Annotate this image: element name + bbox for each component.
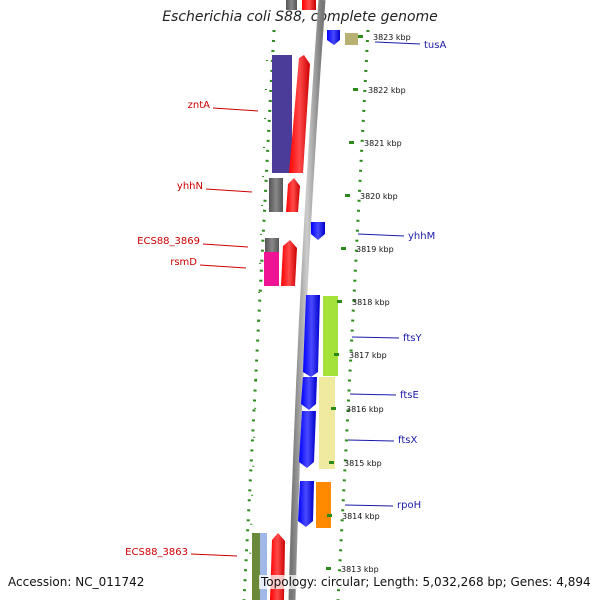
gene-label-ftsx[interactable]: ftsX: [398, 435, 417, 446]
gene-feature-grey: [269, 178, 283, 212]
tick-mark: [329, 461, 334, 464]
tick-mark: [326, 567, 331, 570]
gene-feature-red: [302, 0, 316, 10]
tick-label: 3815 kbp: [344, 459, 382, 468]
genome-backbone: [288, 0, 326, 600]
tick-mark: [358, 35, 363, 38]
tick-mark: [345, 194, 350, 197]
gene-label-ecs88_3869[interactable]: ECS88_3869: [137, 236, 200, 247]
gene-leader-line: [212, 107, 259, 112]
gene-feature-olive: [252, 533, 260, 600]
gene-leader-line: [190, 553, 238, 557]
gene-feature-light-blue: [260, 533, 267, 600]
tick-label: 3817 kbp: [349, 351, 387, 360]
gene-leader-line: [199, 264, 247, 269]
gene-feature-blue: [299, 411, 316, 468]
gene-leader-line: [351, 336, 400, 339]
tick-mark: [331, 407, 336, 410]
gene-feature-purple: [272, 55, 292, 173]
gc-dotted-line-left: [242, 29, 276, 600]
gene-feature-red: [286, 178, 300, 212]
tick-label: 3814 kbp: [342, 512, 380, 521]
gene-feature-khaki: [345, 33, 358, 45]
genome-summary-text: Topology: circular; Length: 5,032,268 bp…: [259, 575, 593, 589]
tick-mark: [337, 300, 342, 303]
gene-label-rpoh[interactable]: rpoH: [397, 500, 421, 511]
tick-label: 3818 kbp: [352, 298, 390, 307]
accession-text: Accession: NC_011742: [8, 575, 145, 589]
gene-label-ftse[interactable]: ftsE: [400, 390, 419, 401]
gene-feature-lime: [323, 296, 338, 376]
gene-label-tusa[interactable]: tusA: [424, 40, 446, 51]
gene-feature-blue: [298, 481, 314, 527]
gene-leader-line: [347, 439, 395, 442]
tick-mark: [327, 514, 332, 517]
tick-label: 3819 kbp: [356, 245, 394, 254]
gene-feature-grey: [265, 238, 279, 252]
gene-feature-pale-yellow: [319, 377, 335, 469]
tick-label: 3820 kbp: [360, 192, 398, 201]
gene-label-rsmd[interactable]: rsmD: [170, 257, 197, 268]
gene-label-yhhn[interactable]: yhhN: [177, 181, 203, 192]
gene-leader-line: [344, 504, 394, 507]
gene-label-yhhm[interactable]: yhhM: [408, 231, 435, 242]
tick-mark: [349, 141, 354, 144]
gene-leader-line: [349, 393, 397, 396]
tick-label: 3823 kbp: [373, 33, 411, 42]
gene-feature-grey: [286, 0, 297, 10]
gene-labels: tusA zntA yhhN yhhM ECS88_3869 rsmD ftsY ftsE ft…: [125, 40, 446, 558]
map-title: Escherichia coli S88, complete genome: [162, 9, 438, 25]
tick-label: 3816 kbp: [346, 405, 384, 414]
gene-label-znta[interactable]: zntA: [188, 100, 211, 111]
gene-feature-blue: [327, 30, 340, 45]
gene-leader-line: [357, 233, 405, 237]
gene-feature-magenta: [264, 252, 279, 286]
tick-label: 3822 kbp: [368, 86, 406, 95]
gene-feature-red: [270, 533, 285, 600]
tick-label: 3813 kbp: [341, 565, 379, 574]
gene-leader-line: [205, 188, 253, 193]
gene-feature-red: [281, 240, 297, 286]
tick-mark: [334, 353, 339, 356]
gene-feature-red: [289, 55, 310, 173]
gene-leader-line: [202, 243, 249, 248]
tick-mark: [341, 247, 346, 250]
tick-label: 3821 kbp: [364, 139, 402, 148]
gene-leader-line: [374, 41, 421, 45]
gene-feature-blue: [301, 377, 317, 410]
gene-label-ecs88_3863[interactable]: ECS88_3863: [125, 547, 188, 558]
gene-feature-blue: [303, 295, 320, 377]
gene-label-ftsy[interactable]: ftsY: [403, 333, 422, 344]
gene-feature-blue: [311, 222, 325, 240]
gene-feature-orange: [316, 482, 331, 528]
position-ticks: 3823 kbp 3822 kbp 3821 kbp 3820 kbp 3819 kbp…: [326, 33, 411, 574]
tick-mark: [353, 88, 358, 91]
